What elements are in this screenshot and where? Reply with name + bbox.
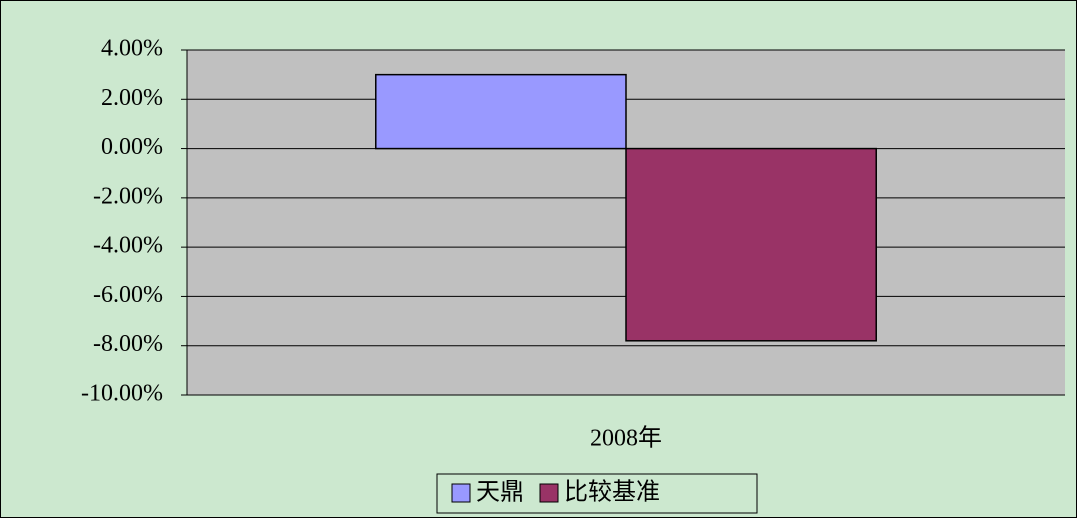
- legend-swatch: [451, 483, 471, 503]
- x-tick-label: 2008年: [590, 425, 662, 452]
- bar: [625, 147, 877, 342]
- y-tick-label: -8.00%: [93, 331, 163, 357]
- y-tick-label: 0.00%: [101, 134, 163, 160]
- legend-swatch: [539, 483, 559, 503]
- y-tick-label: 4.00%: [101, 36, 163, 62]
- legend-label: 比较基准: [564, 479, 660, 506]
- legend-box: [436, 473, 758, 514]
- bar: [375, 73, 627, 150]
- legend-label: 天鼎: [476, 480, 524, 506]
- y-tick-label: 2.00%: [101, 85, 163, 111]
- y-tick-label: -4.00%: [93, 233, 163, 259]
- y-tick-label: -6.00%: [93, 282, 163, 308]
- y-tick-label: -10.00%: [81, 381, 163, 407]
- y-tick-label: -2.00%: [93, 183, 163, 209]
